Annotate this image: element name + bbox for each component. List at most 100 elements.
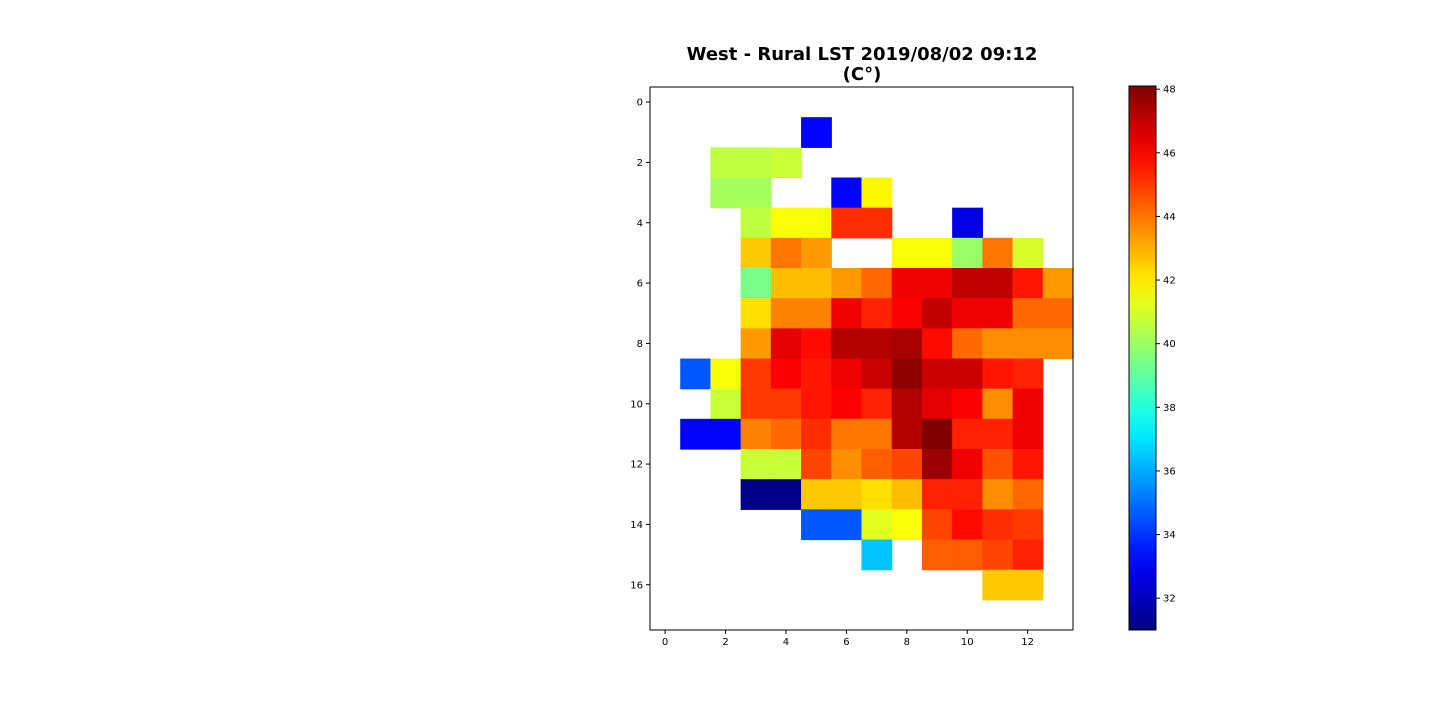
x-tick-label: 6	[843, 637, 849, 648]
heatmap-cell	[861, 418, 893, 450]
heatmap-cell	[982, 418, 1014, 450]
heatmap-cell	[861, 268, 893, 299]
heatmap-cell	[770, 479, 802, 510]
heatmap-cell	[1042, 268, 1074, 299]
heatmap-cell	[1042, 328, 1074, 360]
heatmap-cell	[952, 388, 983, 420]
y-tick-label: 12	[630, 460, 643, 471]
heatmap-cell	[770, 449, 802, 480]
heatmap-cell	[710, 418, 742, 450]
y-tick-label: 6	[637, 279, 643, 290]
heatmap-cell	[891, 509, 923, 541]
heatmap-cell	[740, 147, 772, 179]
heatmap-cell	[801, 328, 832, 360]
heatmap-cell	[770, 207, 802, 239]
heatmap-cell	[1012, 268, 1044, 299]
heatmap-cell	[831, 479, 863, 510]
heatmap-cell	[891, 479, 923, 510]
heatmap-cell	[740, 479, 772, 510]
heatmap-cell	[1012, 479, 1044, 510]
heatmap-cell	[770, 418, 802, 450]
x-tick-label: 10	[961, 637, 974, 648]
heatmap-cell	[952, 207, 983, 239]
heatmap-cell	[831, 328, 863, 360]
heatmap-cell	[891, 418, 923, 450]
heatmap-cell	[952, 298, 983, 329]
colorbar-tick-label: 32	[1163, 594, 1176, 605]
heatmap-cell	[831, 388, 863, 420]
heatmap-cell	[952, 418, 983, 450]
x-tick-label: 0	[662, 637, 668, 648]
heatmap-cell	[982, 479, 1014, 510]
heatmap-cell	[740, 268, 772, 299]
heatmap-cell	[921, 358, 953, 390]
heatmap-cell	[680, 418, 712, 450]
heatmap-cell	[891, 298, 923, 329]
heatmap-cell	[952, 268, 983, 299]
heatmap-cell	[952, 328, 983, 360]
heatmap-cell	[861, 539, 893, 571]
heatmap-cell	[952, 449, 983, 480]
heatmap-cell	[952, 539, 983, 571]
heatmap-cell	[770, 298, 802, 329]
heatmap-cell	[891, 388, 923, 420]
heatmap-cell	[801, 207, 832, 239]
y-tick-label: 2	[637, 158, 643, 169]
heatmap-cell	[1012, 298, 1044, 329]
heatmap-cell	[861, 358, 893, 390]
x-tick-label: 12	[1021, 637, 1034, 648]
heatmap-cell	[921, 237, 953, 269]
heatmap-cell	[801, 509, 832, 541]
y-tick-label: 4	[637, 218, 643, 229]
y-axis: 0 2 4 6 8 10 12 14 16	[630, 98, 650, 591]
heatmap-cell	[831, 207, 863, 239]
heatmap-cell	[1012, 418, 1044, 450]
heatmap-cell	[831, 177, 863, 209]
colorbar-tick-label: 42	[1163, 276, 1176, 287]
heatmap-cell	[801, 449, 832, 480]
heatmap-cell	[831, 449, 863, 480]
heatmap-cell	[861, 207, 893, 239]
heatmap-cell	[982, 298, 1014, 329]
x-tick-label: 4	[783, 637, 789, 648]
heatmap-cell	[1012, 388, 1044, 420]
heatmap-cell	[831, 418, 863, 450]
heatmap-cell	[740, 237, 772, 269]
heatmap-cell	[831, 509, 863, 541]
heatmap-cell	[891, 449, 923, 480]
heatmap-cell	[1012, 569, 1044, 601]
heatmap-cell	[770, 388, 802, 420]
y-tick-label: 0	[637, 98, 643, 109]
colorbar-tick-label: 40	[1163, 339, 1176, 350]
heatmap-cell	[1042, 298, 1074, 329]
heatmap-cell	[801, 418, 832, 450]
heatmap-cell	[921, 328, 953, 360]
heatmap-cell	[710, 358, 742, 390]
heatmap-cell	[921, 268, 953, 299]
heatmap-cell	[740, 388, 772, 420]
heatmap-cell	[831, 268, 863, 299]
colorbar-axis: 32 34 36 38 40 42 44 46 48	[1156, 85, 1176, 605]
heatmap-cell	[861, 479, 893, 510]
heatmap-cell	[1012, 509, 1044, 541]
heatmap-cell	[770, 358, 802, 390]
heatmap-cell	[952, 509, 983, 541]
y-tick-label: 8	[637, 339, 643, 350]
heatmap-cell	[982, 509, 1014, 541]
heatmap-cell	[740, 418, 772, 450]
heatmap-cell	[982, 449, 1014, 480]
heatmap-cell	[831, 298, 863, 329]
heatmap-cell	[861, 509, 893, 541]
heatmap-cell	[770, 237, 802, 269]
colorbar-tick-label: 46	[1163, 148, 1176, 159]
heatmap-cell	[770, 328, 802, 360]
heatmap-cell	[921, 539, 953, 571]
heatmap-cell	[831, 358, 863, 390]
heatmap-cell	[921, 418, 953, 450]
heatmap-cell	[861, 449, 893, 480]
heatmap-cell	[982, 237, 1014, 269]
heatmap-cell	[801, 358, 832, 390]
heatmap-cell	[740, 298, 772, 329]
colorbar-tick-label: 44	[1163, 212, 1176, 223]
heatmap-cell	[770, 268, 802, 299]
